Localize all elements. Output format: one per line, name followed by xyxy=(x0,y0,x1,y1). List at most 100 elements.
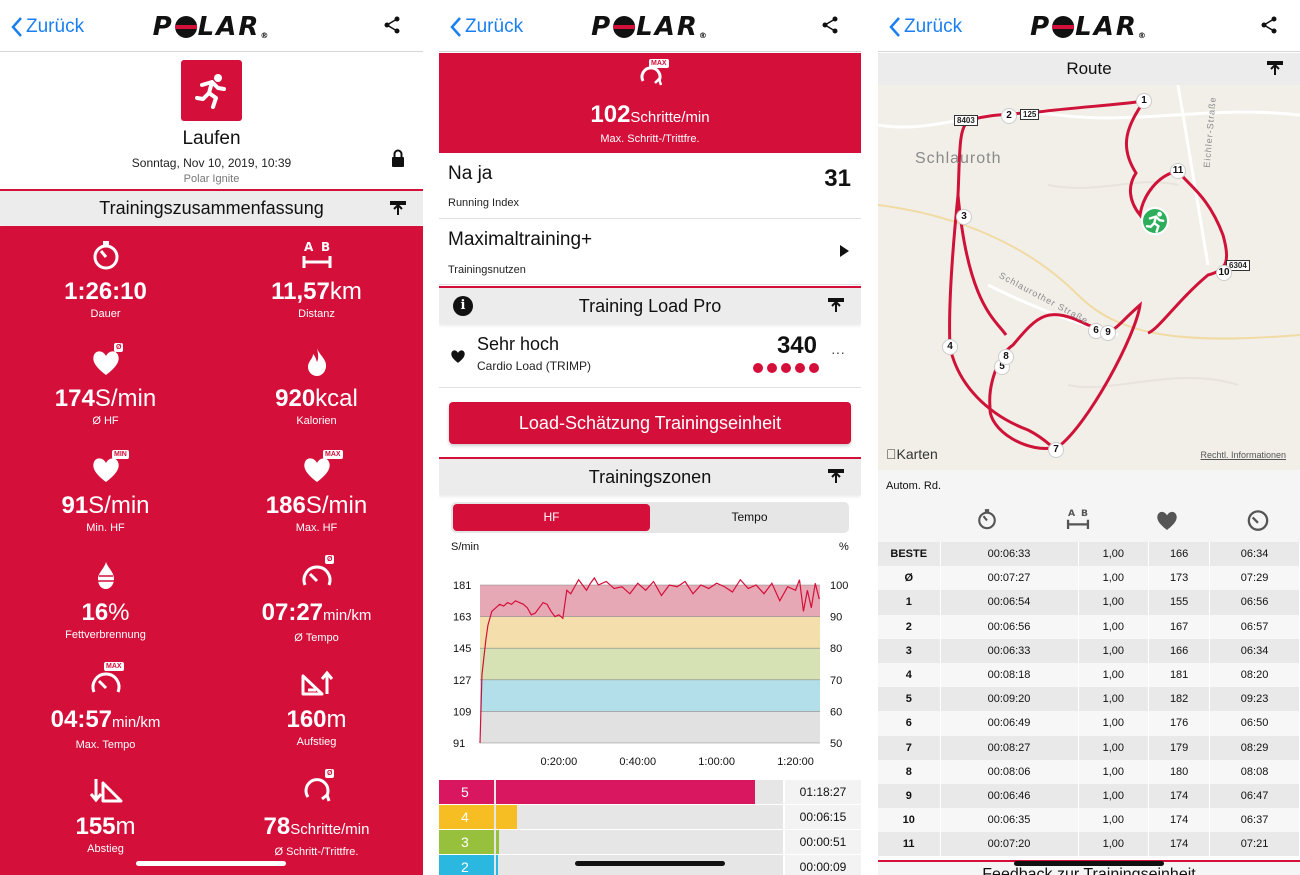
lap-cell-lap: 10 xyxy=(878,808,941,833)
apple-icon:  xyxy=(886,446,897,462)
lap-cell-lap: 8 xyxy=(878,759,941,784)
lap-cell-hr: 167 xyxy=(1148,614,1211,639)
polar-logo: P LAR ® xyxy=(152,12,271,42)
zones-section-header: Trainingszonen xyxy=(439,457,861,495)
training-benefit-row[interactable]: Maximaltraining+ Trainingsnutzen xyxy=(439,219,861,285)
y-tick-label: 91 xyxy=(453,738,465,750)
stat-avg-hr: Ø 174S/min Ø HF xyxy=(0,341,211,427)
max-cadence-unit: Schritte/min xyxy=(630,109,710,126)
y-tick-label: 127 xyxy=(453,675,471,687)
route-section-header: Route xyxy=(878,53,1300,85)
share-icon[interactable] xyxy=(821,16,839,34)
lap-cell-lap: 11 xyxy=(878,832,941,857)
pin-icon[interactable] xyxy=(827,467,845,485)
stat-avg-pace: Ø 07:27min/km Ø Tempo xyxy=(211,555,422,644)
zone-type-toggle: HF Tempo xyxy=(451,502,849,533)
stat-fat-burn: 16% Fettverbrennung xyxy=(0,555,211,641)
lap-marker[interactable]: 7 xyxy=(1048,442,1064,458)
route-map[interactable]: Schlauroth Schlaurother Straße Eichler-S… xyxy=(878,85,1300,470)
y-tick-label: 145 xyxy=(453,643,471,655)
lap-cell-time: 00:07:20 xyxy=(940,832,1079,857)
start-marker-icon[interactable] xyxy=(1141,207,1169,235)
back-button[interactable]: Zurück xyxy=(888,16,962,38)
map-legal-link[interactable]: Rechtl. Informationen xyxy=(1200,450,1286,460)
lap-marker[interactable]: 1 xyxy=(1136,93,1152,109)
tab-hf[interactable]: HF xyxy=(453,504,650,531)
cardio-load-row[interactable]: Sehr hoch Cardio Load (TRIMP) 340 ··· xyxy=(439,324,861,388)
lap-cell-dist: 1,00 xyxy=(1078,808,1150,833)
pin-icon[interactable] xyxy=(1266,59,1284,77)
lap-cell-lap: 5 xyxy=(878,687,941,712)
lap-cell-hr: 174 xyxy=(1148,832,1211,857)
load-estimate-button[interactable]: Load-Schätzung Trainingseinheit xyxy=(449,402,851,444)
y-tick-label: 163 xyxy=(453,612,471,624)
info-icon[interactable]: i xyxy=(453,296,473,316)
stat-descent-value: 155 xyxy=(75,813,116,840)
zone-number: 3 xyxy=(439,830,494,854)
lock-icon[interactable] xyxy=(390,149,406,167)
lap-cell-pace: 06:34 xyxy=(1209,638,1300,663)
running-sport-icon xyxy=(181,60,242,121)
lap-marker[interactable]: 2 xyxy=(1001,108,1017,124)
heart-max-icon xyxy=(303,458,330,482)
summary-section-title: Trainingszusammenfassung xyxy=(99,197,324,218)
load-dot xyxy=(781,363,791,373)
lap-marker[interactable]: 9 xyxy=(1100,325,1116,341)
running-index-row[interactable]: Na ja Running Index 31 xyxy=(439,153,861,219)
lap-cell-time: 00:06:33 xyxy=(940,638,1079,663)
pin-icon[interactable] xyxy=(827,296,845,314)
stat-distance-value: 11,57 xyxy=(271,278,330,305)
stat-avg-pace-unit: min/km xyxy=(323,607,372,624)
lap-cell-hr: 180 xyxy=(1148,759,1211,784)
lap-cell-pace: 08:29 xyxy=(1209,735,1300,760)
home-indicator[interactable] xyxy=(1014,861,1164,866)
svg-text:A: A xyxy=(1068,508,1076,519)
lap-marker[interactable]: 8 xyxy=(998,349,1014,365)
cadence-avg-icon xyxy=(304,778,330,802)
lap-cell-lap: 9 xyxy=(878,783,941,809)
share-icon[interactable] xyxy=(1260,16,1278,34)
running-index-label: Running Index xyxy=(448,197,519,209)
home-indicator[interactable] xyxy=(136,861,286,866)
lap-cell-lap: Ø xyxy=(878,566,941,591)
polar-logo: P LAR ® xyxy=(591,12,709,42)
lap-cell-hr: 179 xyxy=(1148,735,1211,760)
lap-marker[interactable]: 10 xyxy=(1216,265,1232,281)
stat-max-hr: MAX 186S/min Max. HF xyxy=(211,448,422,534)
back-button[interactable]: Zurück xyxy=(449,16,523,38)
stat-max-pace-value: 04:57 xyxy=(50,706,113,733)
lap-cell-time: 00:06:56 xyxy=(940,614,1079,639)
chevron-left-icon xyxy=(11,17,22,37)
more-icon[interactable]: ··· xyxy=(831,344,845,360)
stat-calories-label: Kalorien xyxy=(296,415,337,427)
training-load-title: Training Load Pro xyxy=(578,295,722,316)
heart-rate-chart: 181 163 145 127 109 91 100 90 80 70 60 50 S/min % 0:20… xyxy=(451,541,849,768)
table-row: 3 00:06:33 1,00 166 06:34 xyxy=(878,638,1300,663)
share-icon[interactable] xyxy=(383,16,401,34)
play-arrow-icon[interactable] xyxy=(840,245,849,257)
zone-bar-row: 3 00:00:51 xyxy=(439,830,861,854)
lap-cell-dist: 1,00 xyxy=(1078,783,1150,809)
lap-cell-pace: 07:29 xyxy=(1209,566,1300,591)
stat-duration-value: 1:26:10 xyxy=(64,278,147,305)
stat-avg-cadence-unit: Schritte/min xyxy=(290,821,370,838)
back-label: Zurück xyxy=(26,16,85,37)
lap-cell-dist: 1,00 xyxy=(1078,662,1150,688)
back-button[interactable]: Zurück xyxy=(10,16,84,38)
lap-marker[interactable]: 3 xyxy=(956,209,972,225)
load-dot xyxy=(809,363,819,373)
load-dot xyxy=(753,363,763,373)
zone-time: 00:00:09 xyxy=(783,855,861,875)
y2-tick-label: 70 xyxy=(830,675,842,687)
home-indicator[interactable] xyxy=(575,861,725,866)
lap-cell-pace: 08:20 xyxy=(1209,662,1300,688)
lap-cell-pace: 06:56 xyxy=(1209,590,1300,615)
tab-tempo[interactable]: Tempo xyxy=(731,510,768,524)
pin-icon[interactable] xyxy=(389,199,407,217)
lap-marker[interactable]: 4 xyxy=(942,339,958,355)
heart-avg-icon xyxy=(92,351,119,375)
town-label: Schlauroth xyxy=(915,150,1002,167)
svg-text:A: A xyxy=(304,240,314,254)
lap-marker[interactable]: 11 xyxy=(1170,163,1186,179)
